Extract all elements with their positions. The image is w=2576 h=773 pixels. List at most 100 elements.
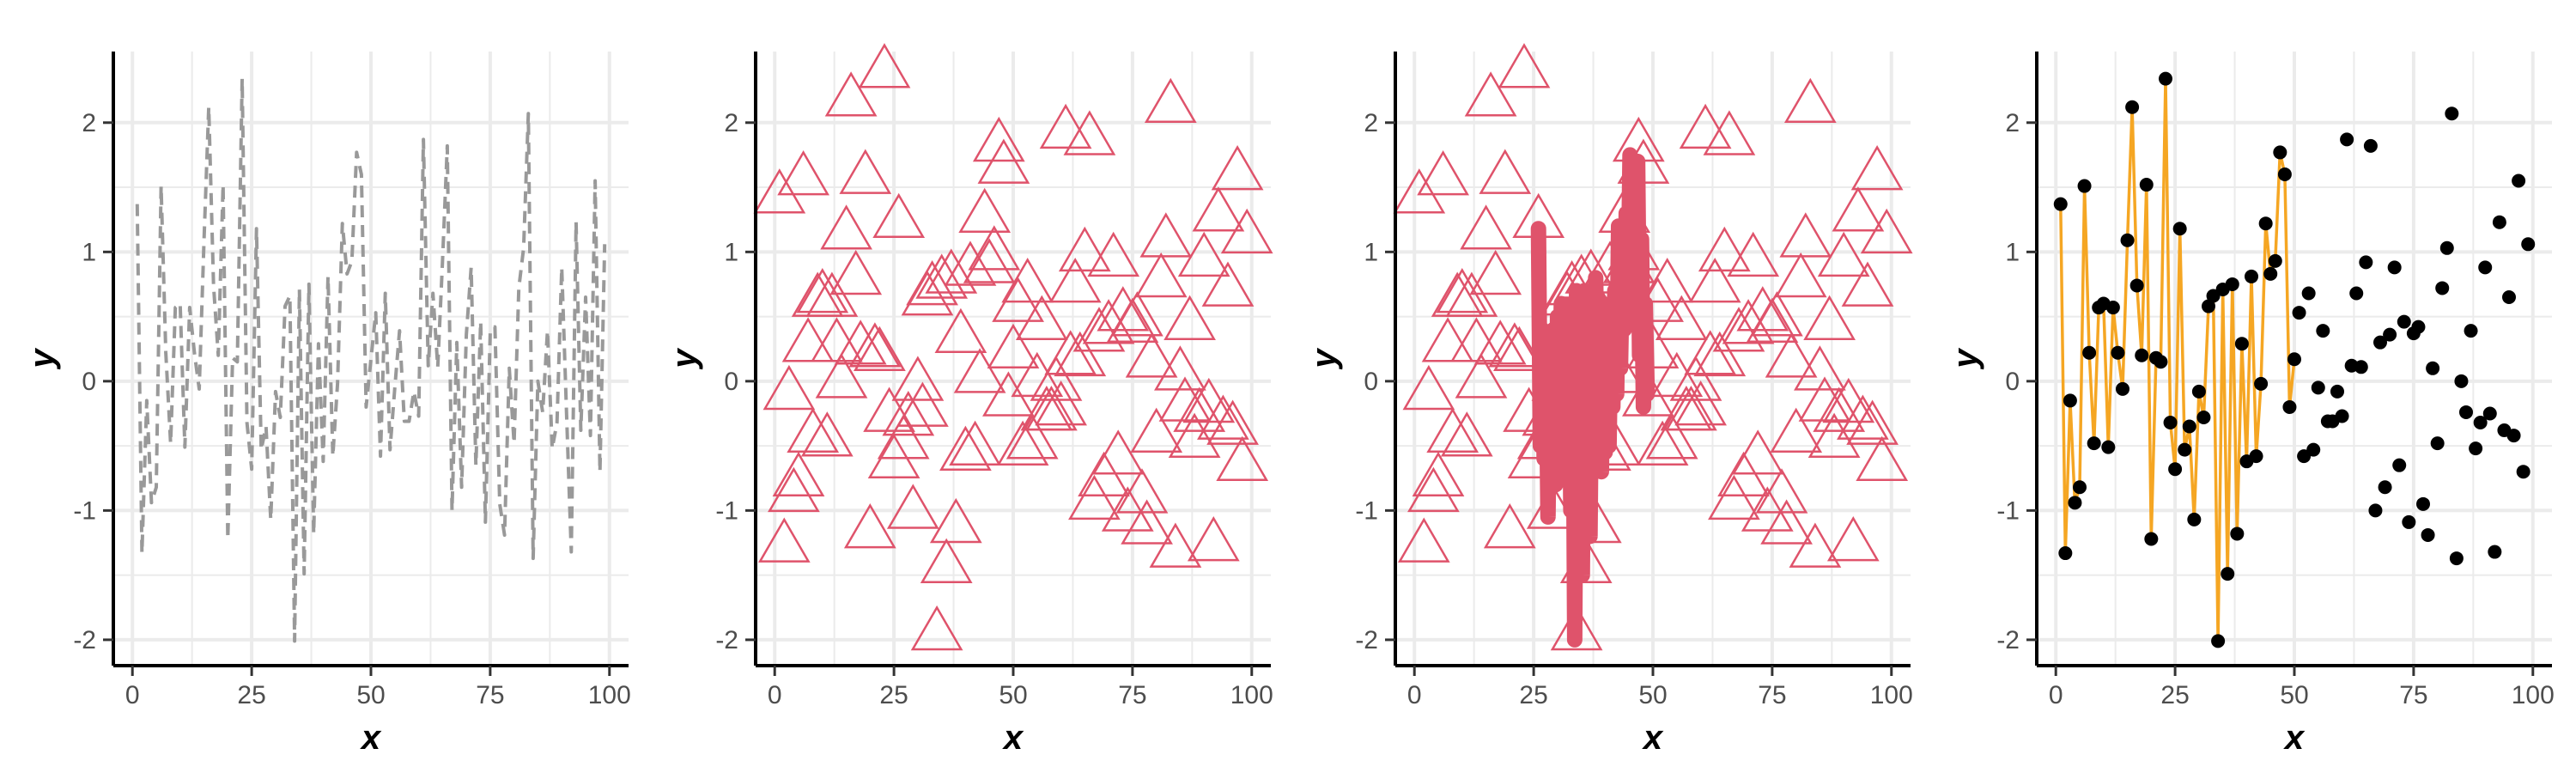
panel-3-series-1-triangle-point [1693,331,1747,377]
panel-2-series-1-triangle-point [768,466,820,513]
panel-3-series-1-triangle-point [1755,468,1808,514]
x-tick-label: 50 [356,681,385,709]
panel-3-series-1-triangle-point [1736,286,1789,332]
panel-4-series-2-dot-point [2368,503,2383,518]
panel-4-series-2-dot-point [2191,384,2206,399]
panel-3-series-1-triangle-point [1751,291,1803,337]
panel-3-series-1-triangle-point [1708,474,1760,520]
y-tick-label: 1 [2005,238,2020,266]
panel-4-series-2-dot-point [2464,324,2478,338]
panel-3-series-1-triangle-point [1850,145,1904,191]
x-tick-label: 25 [237,681,265,709]
panel-4-series-2-dot-point [2512,173,2526,188]
panel-2-series-1-triangle-point [863,386,915,432]
panel-3-series-1-triangle-point [1817,231,1870,277]
y-tick-label: 0 [724,368,738,396]
x-tick-label: 25 [879,681,908,709]
x-axis-title: x [360,719,382,757]
panel-2-series-1-triangle-point [762,364,816,411]
y-tick-label: -1 [1355,496,1378,525]
panel-2-series-1-triangle-point [839,149,892,194]
y-tick-label: -1 [73,496,96,525]
panel-2-series-1-triangle-point [1097,286,1150,332]
panel-2-series-1-triangle-point [987,323,1040,369]
panel-2-series-1-triangle-point [1144,77,1197,124]
panel-3-series-1-triangle-point [1498,43,1551,88]
panel-4-series-2-dot-point [2182,419,2196,434]
panel-4-series-2-dot-point [2105,301,2120,315]
panel-2-series-1-triangle-point [1130,407,1183,453]
panel-2-series-1-triangle-point [867,433,920,479]
panel-4-series-2-dot-point [2135,348,2149,362]
panel-4-series-2-dot-point [2426,361,2440,375]
panel-3-series-1-triangle-point [1807,412,1861,458]
panel-4-series-2-dot-point [2125,100,2140,114]
panel-2-series-1-triangle-point [886,484,939,529]
panel-2-series-1-triangle-point [1192,186,1245,232]
panel-2-series-1-triangle-point [772,451,825,497]
panel-2-series-1-triangle-point [963,238,1016,283]
x-tick-label: 100 [1870,681,1913,709]
panel-2-series-1-triangle-point [992,277,1044,322]
panel-2-series-1-triangle-point [949,420,1001,466]
panel-4-series-2-dot-point [2211,634,2226,648]
panel-3-series-2-line [1530,147,1656,648]
panel-4-series-2-dot-point [2421,527,2435,542]
panel-3-series-1-triangle-point [1402,364,1455,411]
x-tick-label: 0 [2049,681,2063,709]
panel-2-series-1-triangle-point [1154,345,1206,391]
panel-2-series-1-triangle-point [1177,231,1230,277]
panel-3-series-1-triangle-point [1479,149,1532,194]
panel-4-series-2-dot-point [2087,436,2101,451]
panel-2-series-1-triangle-point [1201,261,1255,307]
panel-2-series-1-triangle-point [915,253,969,299]
panel-4-series-2-dot-point [2454,374,2469,388]
panel-3-series-1-triangle-point [1426,407,1479,453]
panel-2-series-1-triangle-point [820,204,872,250]
y-tick-label: 1 [1364,238,1378,266]
panel-4-series-2-dot-point [2330,384,2344,399]
panel-3-series-1-triangle-point [1760,499,1813,545]
panel-3-series-1-triangle-point [1641,258,1694,303]
panel-3-series-1-triangle-point [1488,322,1541,368]
x-tick-label: 25 [1519,681,1547,709]
panel-4-series-2-dot-point [2111,345,2125,360]
panel-2-series-1-triangle-point [858,43,911,88]
panel-2-series-1-triangle-point [1068,474,1121,520]
y-tick-label: 2 [724,109,738,137]
panel-4-series-2-dot-point [2053,197,2068,211]
y-axis-title: y [23,348,61,370]
x-tick-label: 0 [125,681,140,709]
panel-3-series-1-triangle-point [1464,71,1517,117]
panel-4-series-2-dot-point [2516,465,2530,479]
panel-3-series-1-triangle-point [1860,208,1913,254]
panel-2-series-1-triangle-point [910,605,963,651]
panel-3-series-1-triangle-point [1460,204,1512,250]
panel-4-series-2-dot-point [2316,324,2330,338]
panel-3-series-1-triangle-point [1445,271,1498,317]
y-tick-label: 0 [82,368,96,396]
x-tick-label: 100 [2512,681,2555,709]
panel-2-series-1-triangle-point [796,268,849,313]
panel-4-series-2-dot-point [2363,138,2378,153]
panel-4-series-2-dot-point [2506,429,2521,443]
panel-4-series-2-dot-point [2178,442,2192,457]
panel-3-series-1-triangle-point [1803,295,1856,340]
panel-4-series-2-dot-point [2254,376,2269,391]
panel-2-series-1-triangle-point [1025,386,1078,431]
panel-2-series-1-triangle-point [906,260,958,306]
panel-4-series-2-dot-point [2340,132,2354,147]
panel-4-series-2-dot-point [2521,237,2536,252]
panel-3-series-1-triangle-point [1783,77,1837,124]
panel-2-series-1-triangle-point [1001,258,1054,303]
panel-2-series-1-triangle-point [1168,412,1221,458]
panel-2-series-1-triangle-point [1187,516,1240,562]
x-tick-label: 100 [588,681,631,709]
panel-2-series-1-triangle-point [757,517,811,563]
panel-2-series-1-triangle-point [1139,212,1193,258]
panel-3-series-1-triangle-point [1846,399,1899,445]
panel-3-series-1-triangle-point [1741,486,1794,532]
panel-4-series-2-dot-point [2249,449,2263,464]
panel-3-series-1-triangle-point [1665,386,1717,431]
